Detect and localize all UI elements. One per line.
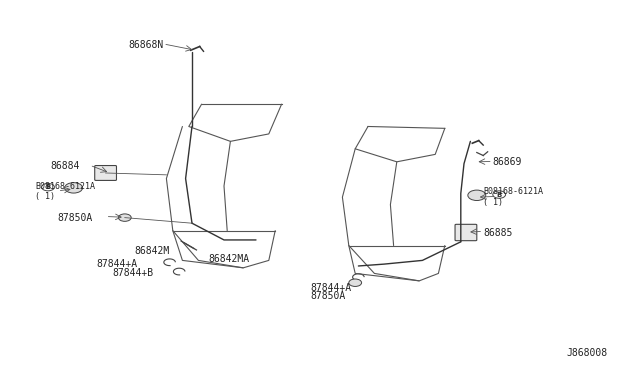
Text: B: B [45, 184, 51, 190]
Text: 87850A: 87850A [58, 213, 93, 222]
Circle shape [493, 191, 506, 198]
Circle shape [42, 183, 54, 191]
Text: J868008: J868008 [567, 349, 608, 358]
Text: 86842MA: 86842MA [208, 254, 249, 263]
Text: 86885: 86885 [483, 228, 513, 237]
FancyBboxPatch shape [95, 166, 116, 180]
Circle shape [349, 279, 362, 286]
Circle shape [468, 190, 486, 201]
Text: 86884: 86884 [51, 161, 80, 170]
Text: 87844+B: 87844+B [113, 269, 154, 278]
Text: 86842M: 86842M [134, 246, 170, 256]
Circle shape [65, 183, 83, 193]
FancyBboxPatch shape [455, 224, 477, 241]
Text: 86868N: 86868N [128, 40, 163, 49]
Text: B: B [497, 192, 502, 198]
Circle shape [118, 214, 131, 221]
Text: 87844+A: 87844+A [310, 283, 351, 293]
Text: 87844+A: 87844+A [97, 259, 138, 269]
Text: 86869: 86869 [493, 157, 522, 167]
Text: 87850A: 87850A [310, 291, 346, 301]
Text: B08168-6121A
( 1): B08168-6121A ( 1) [483, 187, 543, 207]
Text: B08168-6121A
( 1): B08168-6121A ( 1) [35, 182, 95, 201]
